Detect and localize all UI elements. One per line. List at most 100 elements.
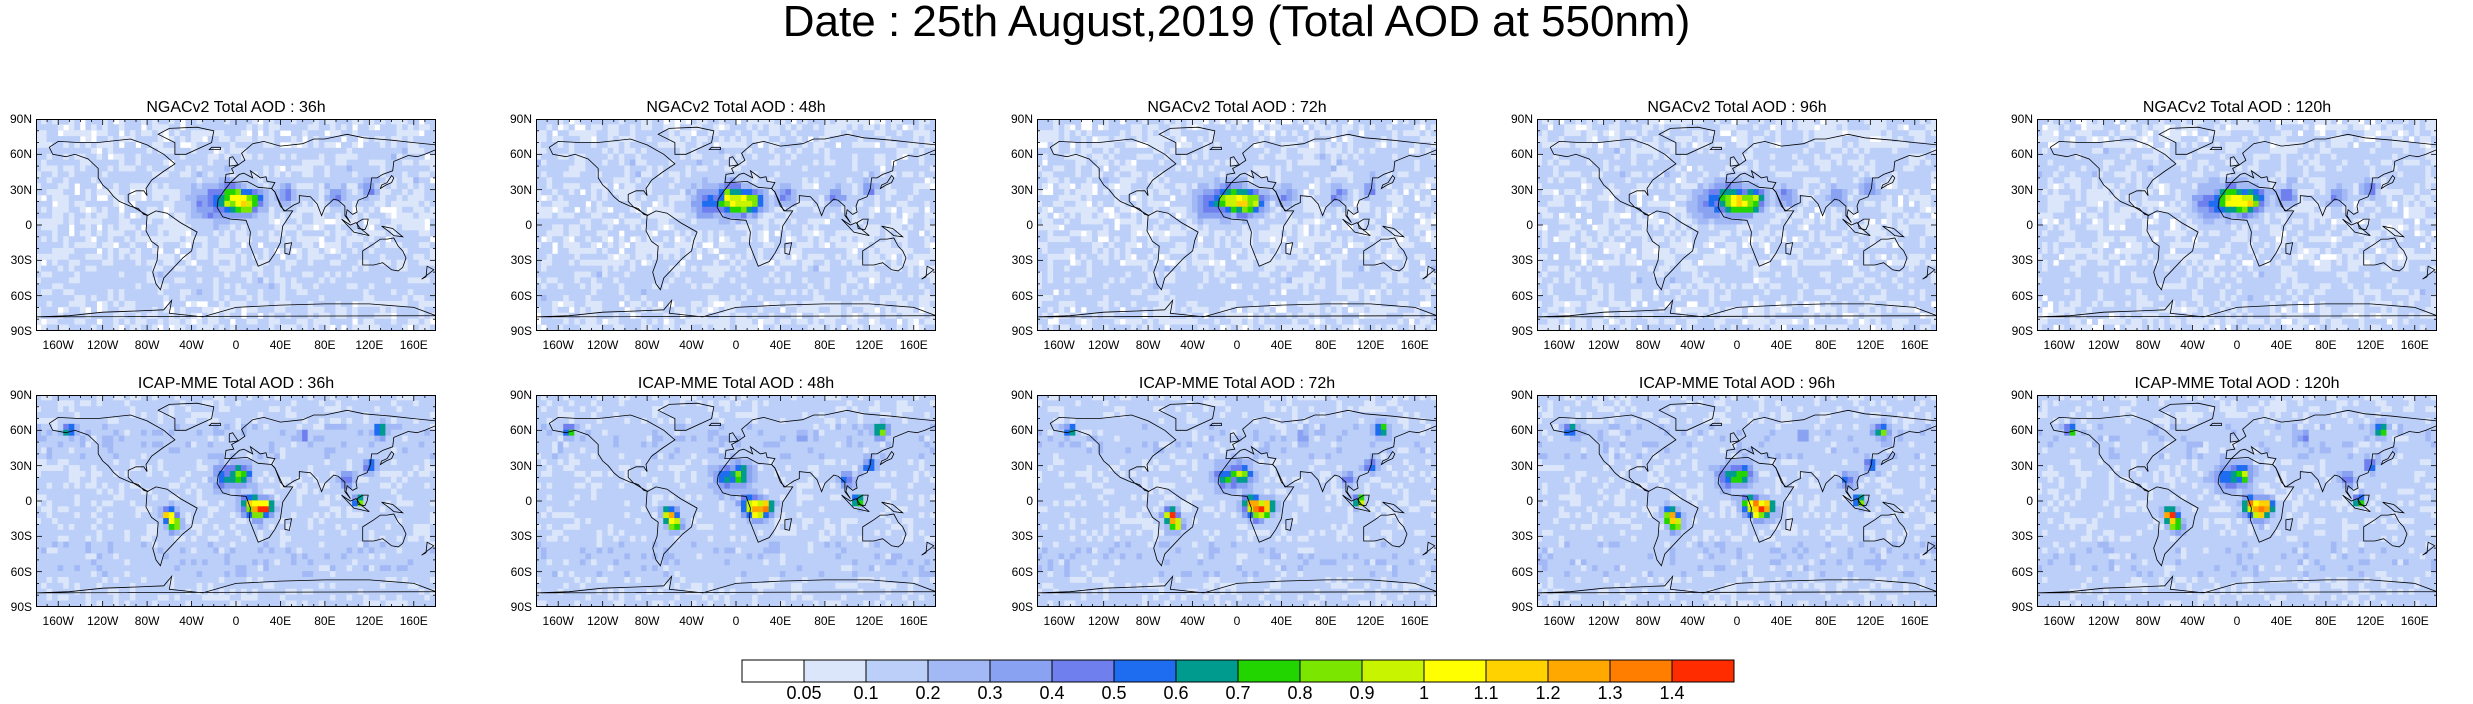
lon-label: 80W bbox=[1630, 338, 1666, 352]
lat-label: 0 bbox=[1526, 494, 1533, 508]
lon-label: 40W bbox=[2175, 338, 2211, 352]
lat-label: 60S bbox=[1512, 289, 1533, 303]
lon-label: 120W bbox=[1586, 614, 1622, 628]
lon-label: 40E bbox=[262, 338, 298, 352]
aod-field bbox=[36, 395, 436, 607]
lon-label: 120W bbox=[2086, 338, 2122, 352]
lat-label: 60N bbox=[1511, 423, 1533, 437]
lon-label: 80W bbox=[629, 614, 665, 628]
lon-label: 160W bbox=[40, 338, 76, 352]
aod-map bbox=[536, 119, 936, 331]
aod-field bbox=[36, 119, 436, 331]
lon-label: 40W bbox=[1175, 614, 1211, 628]
lon-label: 120E bbox=[851, 614, 887, 628]
lon-label: 120W bbox=[585, 338, 621, 352]
lat-label: 0 bbox=[25, 494, 32, 508]
lat-label: 30S bbox=[2012, 529, 2033, 543]
colorbar-box bbox=[1052, 660, 1114, 682]
colorbar-box bbox=[1548, 660, 1610, 682]
lon-label: 40W bbox=[674, 338, 710, 352]
lat-label: 90S bbox=[511, 324, 532, 338]
lat-label: 60S bbox=[511, 289, 532, 303]
lon-label: 160W bbox=[540, 614, 576, 628]
lat-label: 90N bbox=[10, 388, 32, 402]
aod-map bbox=[2037, 119, 2437, 331]
lat-label: 30N bbox=[510, 183, 532, 197]
lat-label: 0 bbox=[25, 218, 32, 232]
lat-label: 30N bbox=[2011, 459, 2033, 473]
lat-label: 30S bbox=[1012, 253, 1033, 267]
aod-map bbox=[1537, 395, 1937, 607]
lat-label: 30N bbox=[10, 183, 32, 197]
lon-label: 160E bbox=[2397, 338, 2433, 352]
lat-label: 0 bbox=[2026, 494, 2033, 508]
lon-label: 80E bbox=[307, 614, 343, 628]
lon-label: 40W bbox=[174, 614, 210, 628]
lon-label: 80E bbox=[1808, 338, 1844, 352]
lon-label: 40E bbox=[2263, 338, 2299, 352]
lat-label: 30S bbox=[2012, 253, 2033, 267]
lon-label: 160E bbox=[396, 614, 432, 628]
lon-label: 80E bbox=[2308, 614, 2344, 628]
lat-label: 60S bbox=[1512, 565, 1533, 579]
panel-title: ICAP-MME Total AOD : 48h bbox=[536, 375, 936, 393]
aod-map bbox=[1537, 119, 1937, 331]
lat-label: 30N bbox=[10, 459, 32, 473]
lon-label: 80E bbox=[807, 614, 843, 628]
lon-label: 160W bbox=[540, 338, 576, 352]
lon-label: 120E bbox=[851, 338, 887, 352]
lon-label: 80E bbox=[807, 338, 843, 352]
lon-label: 80W bbox=[629, 338, 665, 352]
panel-title: NGACv2 Total AOD : 48h bbox=[536, 99, 936, 117]
lon-label: 40W bbox=[1675, 614, 1711, 628]
lon-label: 80E bbox=[1808, 614, 1844, 628]
lat-label: 0 bbox=[1026, 494, 1033, 508]
lat-label: 60S bbox=[2012, 565, 2033, 579]
aod-field bbox=[1037, 395, 1437, 607]
aod-map bbox=[1037, 119, 1437, 331]
lon-label: 160E bbox=[1397, 338, 1433, 352]
lon-label: 80W bbox=[129, 614, 165, 628]
aod-map bbox=[1037, 395, 1437, 607]
lon-label: 0 bbox=[718, 338, 754, 352]
lon-label: 120W bbox=[85, 338, 121, 352]
colorbar-box bbox=[1672, 660, 1734, 682]
lon-label: 160E bbox=[1897, 338, 1933, 352]
lat-label: 30N bbox=[1511, 183, 1533, 197]
lat-label: 60S bbox=[511, 565, 532, 579]
lon-label: 40E bbox=[262, 614, 298, 628]
lon-label: 80E bbox=[1308, 614, 1344, 628]
panel-title: ICAP-MME Total AOD : 120h bbox=[2037, 375, 2437, 393]
lon-label: 120W bbox=[1086, 338, 1122, 352]
lon-label: 160E bbox=[2397, 614, 2433, 628]
lon-label: 0 bbox=[1719, 338, 1755, 352]
lon-label: 80E bbox=[307, 338, 343, 352]
lon-label: 80E bbox=[2308, 338, 2344, 352]
panel-title: NGACv2 Total AOD : 96h bbox=[1537, 99, 1937, 117]
lat-label: 90S bbox=[511, 600, 532, 614]
aod-map bbox=[36, 395, 436, 607]
panel-title: ICAP-MME Total AOD : 96h bbox=[1537, 375, 1937, 393]
lat-label: 30N bbox=[1011, 183, 1033, 197]
lat-label: 90S bbox=[1512, 324, 1533, 338]
lon-label: 40E bbox=[1763, 614, 1799, 628]
lat-label: 90N bbox=[510, 112, 532, 126]
colorbar-box bbox=[1238, 660, 1300, 682]
lat-label: 30S bbox=[511, 253, 532, 267]
aod-map bbox=[36, 119, 436, 331]
lon-label: 80W bbox=[1130, 614, 1166, 628]
colorbar-box bbox=[866, 660, 928, 682]
lat-label: 30S bbox=[1512, 529, 1533, 543]
aod-field bbox=[536, 119, 936, 331]
lat-label: 60S bbox=[1012, 289, 1033, 303]
aod-field bbox=[536, 395, 936, 607]
lat-label: 90S bbox=[1512, 600, 1533, 614]
lat-label: 30N bbox=[510, 459, 532, 473]
lon-label: 120E bbox=[1852, 338, 1888, 352]
lon-label: 40E bbox=[762, 338, 798, 352]
lat-label: 30S bbox=[11, 529, 32, 543]
